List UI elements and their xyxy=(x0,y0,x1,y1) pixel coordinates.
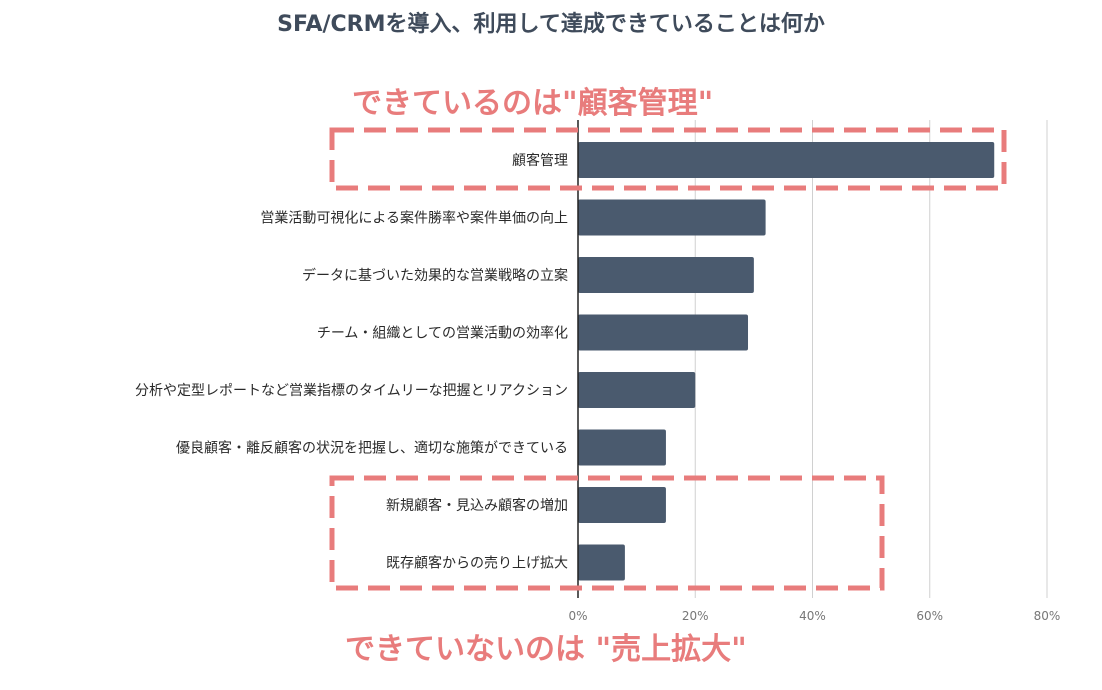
bar xyxy=(578,487,666,523)
x-tick-label: 60% xyxy=(916,609,943,623)
category-label: 優良顧客・離反顧客の状況を把握し、適切な施策ができている xyxy=(176,440,568,457)
category-label: 新規顧客・見込み顧客の増加 xyxy=(386,497,568,514)
bar xyxy=(578,429,666,466)
category-label: データに基づいた効果的な営業戦略の立案 xyxy=(302,267,568,284)
x-tick-label: 20% xyxy=(682,609,709,623)
bar xyxy=(578,142,995,178)
category-label: 営業活動可視化による案件勝率や案件単価の向上 xyxy=(260,210,568,227)
bar xyxy=(578,199,766,236)
category-label: 分析や定型レポートなど営業指標のタイムリーな把握とリアクション xyxy=(135,383,568,399)
x-tick-label: 40% xyxy=(799,609,826,623)
annotation-top: できているのは"顧客管理" xyxy=(352,86,714,121)
x-tick-label: 80% xyxy=(1034,609,1061,623)
bar xyxy=(578,372,696,408)
bar xyxy=(578,314,749,351)
annotation-bottom: できていないのは "売上拡大" xyxy=(345,632,747,667)
category-label: チーム・組織としての営業活動の効率化 xyxy=(317,325,568,342)
bar xyxy=(578,544,625,581)
x-tick-label: 0% xyxy=(568,609,587,623)
highlight-box-top xyxy=(329,127,1007,191)
chart-title: SFA/CRMを導入、利用して達成できていることは何か xyxy=(277,12,825,37)
category-label: 既存顧客からの売り上げ拡大 xyxy=(386,555,568,572)
highlight-box-bottom xyxy=(329,475,885,591)
category-label: 顧客管理 xyxy=(512,152,568,169)
bar xyxy=(578,257,754,293)
